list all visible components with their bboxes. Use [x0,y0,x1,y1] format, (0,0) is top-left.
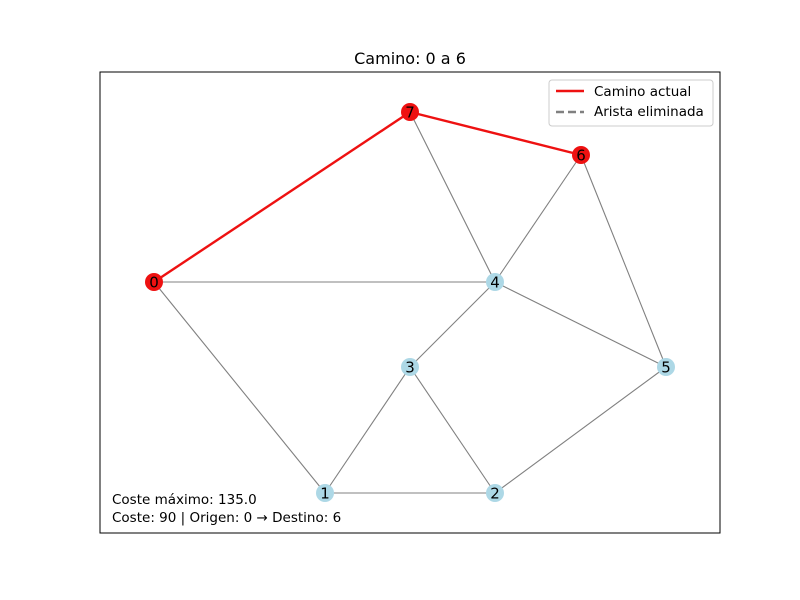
plot-title: Camino: 0 a 6 [354,49,466,68]
node-6: 6 [572,146,590,165]
node-0: 0 [145,273,163,292]
node-circle-4 [486,273,504,291]
legend-label-path: Camino actual [594,84,691,100]
edge-2-5 [494,366,667,494]
node-label-2: 2 [490,485,500,503]
info-max-cost: Coste máximo: 135.0 [112,492,257,508]
edge-4-5 [494,281,667,368]
edge-4-3 [409,281,496,368]
node-7: 7 [401,103,419,122]
node-circle-1 [316,484,334,502]
edge-3-2 [409,366,496,494]
path-edge-0-7 [153,111,411,283]
node-label-5: 5 [661,359,671,377]
node-label-6: 6 [576,147,586,165]
edge-0-1 [153,281,326,494]
node-circle-7 [401,103,419,121]
node-1: 1 [316,484,334,503]
node-2: 2 [486,484,504,503]
edges-layer [153,110,667,494]
edge-6-4 [494,154,582,283]
node-circle-2 [486,484,504,502]
legend-box [548,79,714,127]
edge-6-5 [580,154,667,368]
node-4: 4 [486,273,504,292]
nodes-layer: 0 1 2 3 4 5 6 7 [145,103,675,503]
edge-7-4 [409,111,496,283]
node-circle-6 [572,146,590,164]
edge-3-1 [324,366,411,494]
plot-frame [99,71,721,534]
node-circle-0 [145,273,163,291]
legend: Camino actual Arista eliminada [548,79,714,127]
node-label-1: 1 [320,485,330,503]
legend-label-removed: Arista eliminada [594,104,704,120]
node-label-3: 3 [405,359,415,377]
node-label-7: 7 [405,104,415,122]
node-3: 3 [401,358,419,377]
node-label-4: 4 [490,274,500,292]
path-edge-7-6 [409,110,582,157]
node-5: 5 [657,358,675,377]
node-label-0: 0 [149,274,159,292]
info-cost-origin-destination: Coste: 90 | Origen: 0 → Destino: 6 [112,510,341,526]
node-circle-5 [657,358,675,376]
node-circle-3 [401,358,419,376]
